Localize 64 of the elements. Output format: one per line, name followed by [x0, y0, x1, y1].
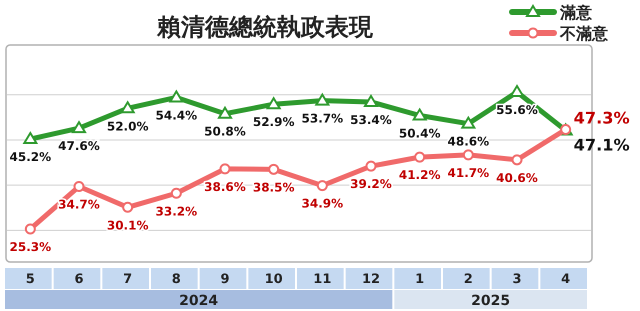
data-label: 38.5% [252, 180, 294, 194]
data-label: 47.6% [58, 139, 100, 154]
data-label: 45.2% [10, 150, 52, 164]
data-label: 47.3% [574, 108, 630, 128]
x-tick-label: 10 [264, 272, 283, 287]
point [268, 164, 280, 175]
point [512, 154, 522, 166]
data-label: 34.7% [58, 198, 100, 212]
data-label: 52.0% [106, 119, 148, 134]
x-tick-label: 5 [26, 272, 35, 287]
x-tick-label: 8 [172, 272, 181, 287]
data-label: 50.8% [204, 124, 246, 139]
chart-title: 賴清德總統執政表現 [156, 13, 374, 41]
point [218, 106, 232, 119]
point [23, 132, 38, 144]
data-label: 48.6% [448, 134, 490, 149]
data-label: 34.9% [302, 196, 344, 211]
point [316, 180, 328, 192]
point [122, 202, 134, 213]
data-label: 38.6% [204, 180, 246, 194]
data-label: 40.6% [496, 170, 538, 185]
x-tick-label: 2 [464, 272, 473, 287]
data-label: 39.2% [350, 177, 392, 192]
point [220, 163, 230, 174]
point [169, 90, 184, 102]
point [560, 124, 572, 136]
data-label: 55.6% [496, 103, 538, 118]
legend-label: 不滿意 [559, 24, 609, 43]
data-label: 52.9% [252, 115, 294, 130]
point [412, 108, 427, 121]
data-label: 47.1% [574, 135, 630, 154]
legend-label: 滿意 [559, 3, 593, 22]
point [266, 97, 281, 110]
point [414, 152, 426, 163]
point [24, 224, 36, 234]
data-label: 41.7% [448, 166, 490, 180]
data-label: 54.4% [156, 108, 198, 122]
x-tick-label: 12 [362, 272, 380, 287]
data-label: 30.1% [106, 218, 148, 232]
data-label: 53.7% [302, 112, 344, 126]
x-tick-label: 7 [123, 272, 132, 287]
x-tick-label: 11 [313, 272, 332, 287]
text: 2024 [179, 293, 218, 309]
x-tick-label: 1 [415, 272, 424, 287]
point [72, 121, 86, 134]
point [461, 116, 476, 129]
data-label: 50.4% [398, 126, 440, 141]
data-label: 33.2% [156, 204, 198, 218]
x-tick-label: 3 [512, 272, 522, 287]
data-label: 25.3% [10, 240, 52, 254]
point [364, 94, 378, 107]
text: 2025 [471, 293, 510, 309]
x-tick-label: 6 [74, 272, 84, 287]
point [510, 85, 524, 98]
data-label: 53.4% [350, 112, 392, 127]
x-tick-label: 9 [220, 272, 230, 287]
point [366, 160, 376, 172]
point [120, 101, 135, 114]
point [170, 188, 182, 199]
point [74, 181, 84, 192]
data-label: 41.2% [398, 168, 440, 182]
x-tick-label: 4 [561, 272, 570, 287]
point [315, 94, 330, 106]
point [462, 149, 474, 160]
